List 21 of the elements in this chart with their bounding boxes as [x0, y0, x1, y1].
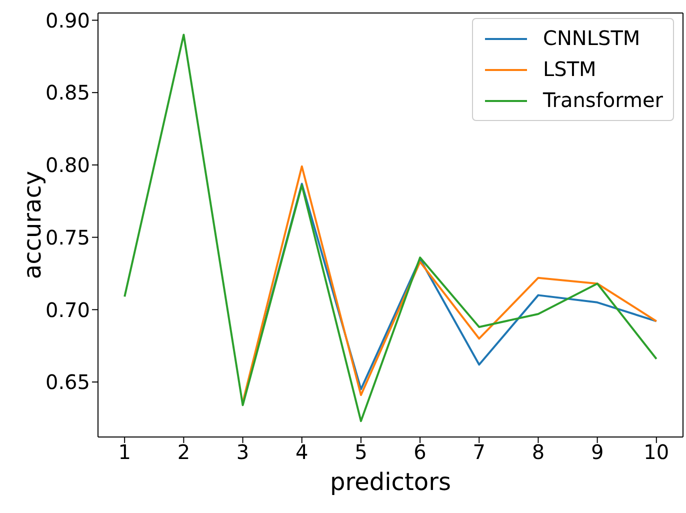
x-tick-label: 9 [590, 440, 604, 464]
legend-label: LSTM [542, 56, 596, 83]
y-tick-label: 0.75 [45, 225, 90, 250]
x-tick-label: 4 [295, 440, 308, 464]
legend-label: CNNLSTM [542, 25, 640, 52]
x-tick-label: 8 [532, 440, 545, 464]
y-tick-label: 0.80 [45, 153, 90, 178]
x-tick-label: 7 [472, 440, 486, 464]
x-axis-title: predictors [330, 468, 451, 496]
y-tick-label: 0.70 [45, 298, 90, 322]
x-tick-label: 1 [118, 440, 131, 464]
x-tick-label: 6 [414, 440, 426, 464]
y-tick-label: 0.90 [45, 8, 90, 32]
legend-label: Transformer [542, 87, 663, 114]
y-tick-label: 0.85 [45, 80, 90, 105]
x-tick-label: 3 [236, 440, 250, 464]
y-tick-label: 0.65 [45, 370, 90, 394]
x-tick-label: 10 [644, 440, 670, 464]
x-tick-label: 2 [177, 440, 190, 464]
x-tick-label: 5 [354, 440, 368, 464]
y-axis-title: accuracy [18, 170, 47, 280]
